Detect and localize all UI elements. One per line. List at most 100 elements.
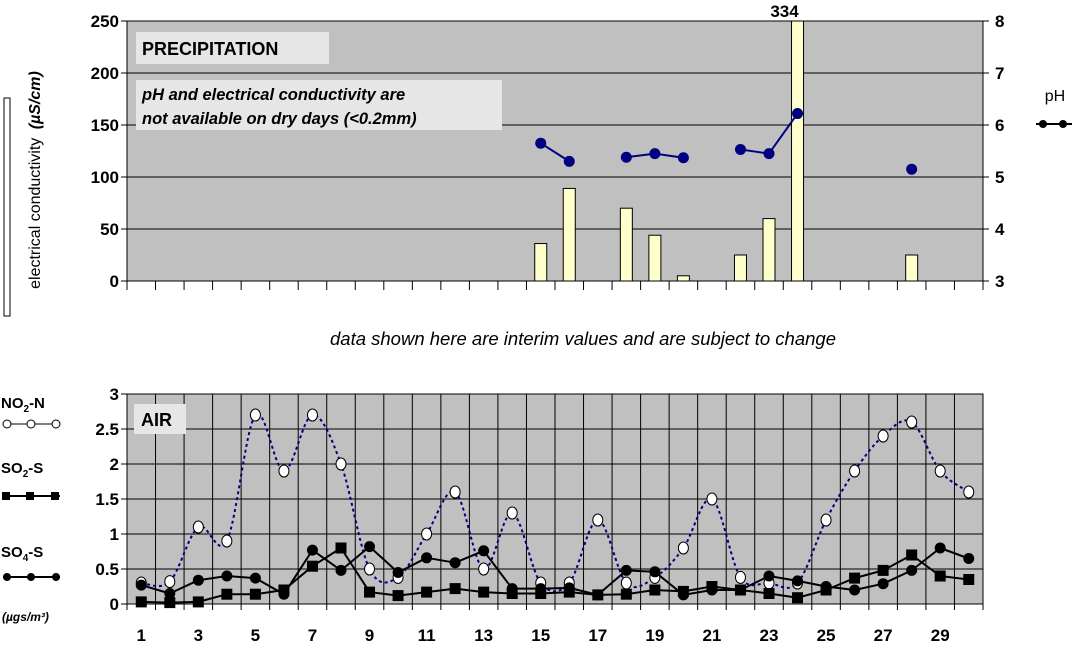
so2-point — [449, 583, 461, 595]
no2-point — [906, 415, 918, 429]
conductivity-bar — [762, 218, 776, 282]
so4-point — [364, 541, 376, 553]
ph-legend-icon — [1036, 120, 1072, 128]
air-y-tick-label: 2 — [110, 455, 119, 474]
interim-values-note: data shown here are interim values and a… — [330, 328, 836, 349]
so2-point — [421, 586, 433, 598]
air-legend: NO2-N SO2-S SO4-S — [1, 395, 61, 624]
so4-point — [164, 588, 176, 599]
precipitation-label: PRECIPITATION — [142, 39, 278, 59]
so4-point — [677, 589, 689, 601]
precipitation-panel: 0 50 100 150 200 250 3 4 5 6 7 8 334 PRECIPITATION… — [3, 2, 1072, 317]
no2-point — [934, 464, 946, 478]
air-panel: 00.511.522.53 1 3 5 7 9 11 13 15 17 19 21 23 25 27 29 … — [1, 385, 984, 645]
no2-point — [278, 464, 290, 478]
so4-point — [535, 583, 547, 595]
air-x-tick-label: 1 — [137, 626, 146, 645]
so4-line-segment — [283, 549, 314, 595]
air-y-tick-label: 0.5 — [95, 560, 119, 579]
dry-days-note-line-2: not available on dry days (<0.2mm) — [142, 110, 417, 128]
so2-point — [792, 592, 804, 604]
legend-so2-label: SO2-S — [1, 460, 43, 480]
so2-point — [849, 572, 861, 584]
so4-series — [135, 541, 975, 601]
so4-point — [221, 570, 233, 582]
conductivity-tick-label: 0 — [110, 272, 119, 291]
no2-point — [677, 541, 689, 555]
no2-point — [192, 520, 204, 534]
legend-so4-label: SO4-S — [1, 544, 43, 564]
conductivity-axis-ticks: 0 50 100 150 200 250 — [91, 12, 127, 291]
so4-point — [649, 566, 661, 578]
conductivity-bar — [648, 234, 662, 282]
legend-no2-label: NO2-N — [1, 395, 45, 415]
conductivity-bar — [733, 254, 747, 282]
conductivity-axis-label: electrical conductivity (µS/cm) — [27, 71, 44, 289]
no2-point — [963, 485, 975, 499]
so4-point — [563, 582, 575, 594]
no2-point — [620, 576, 632, 590]
so4-point — [506, 583, 518, 595]
so4-point — [278, 588, 290, 600]
so4-point — [449, 557, 461, 569]
air-x-tick-label: 27 — [874, 626, 893, 645]
so4-point — [135, 579, 147, 591]
conductivity-bar — [791, 20, 805, 282]
no2-point — [421, 527, 433, 541]
air-unit-label: (µgs/m³) — [2, 610, 49, 624]
so4-line-segment — [311, 549, 342, 572]
no2-point — [221, 534, 233, 548]
ph-point — [535, 137, 547, 149]
conductivity-tick-label: 150 — [91, 116, 119, 135]
ph-point — [906, 163, 918, 175]
so2-point — [221, 588, 233, 600]
so2-point — [135, 596, 147, 608]
so4-point — [906, 564, 918, 576]
so2-point — [877, 564, 889, 576]
so2-point — [164, 597, 176, 609]
so4-point — [877, 578, 889, 590]
so2-point — [906, 549, 918, 561]
so2-point — [963, 574, 975, 585]
air-y-ticks: 0 0.5 1 1.5 2 2.5 3 — [95, 385, 127, 614]
conductivity-bar — [905, 254, 919, 282]
conductivity-bars — [534, 20, 919, 282]
so2-point — [306, 560, 318, 572]
no2-point — [820, 513, 832, 527]
so2-point — [763, 588, 775, 599]
air-grid — [127, 394, 983, 604]
ph-point — [620, 151, 632, 163]
no2-point — [335, 457, 347, 471]
no2-point — [877, 429, 889, 443]
so2-point — [934, 570, 946, 582]
so2-line-segment — [340, 547, 371, 593]
conductivity-legend-swatch — [3, 97, 11, 317]
conductivity-bar — [534, 243, 548, 282]
so4-point — [592, 589, 604, 601]
so4-point — [392, 567, 404, 578]
so4-point — [734, 584, 746, 596]
air-label: AIR — [141, 410, 172, 430]
so4-point — [849, 584, 861, 596]
so4-point — [421, 552, 433, 564]
ph-point — [677, 152, 689, 164]
conductivity-tick-label: 200 — [91, 64, 119, 83]
ph-point — [563, 155, 575, 167]
precipitation-x-ticks — [126, 281, 984, 290]
so4-point — [192, 574, 204, 586]
so4-point — [792, 575, 804, 587]
bar-data-label: 334 — [770, 2, 799, 21]
conductivity-tick-label: 100 — [91, 168, 119, 187]
conductivity-bar — [676, 275, 690, 282]
air-y-tick-label: 0 — [110, 595, 119, 614]
so2-point — [478, 586, 490, 598]
so4-point — [934, 542, 946, 554]
so4-line-segment — [368, 545, 399, 574]
no2-point — [306, 408, 318, 422]
so4-point — [620, 564, 632, 576]
legend-so4-icon — [3, 573, 60, 581]
so2-point — [364, 586, 376, 598]
conductivity-axis-label-text: electrical conductivity — [27, 138, 44, 289]
air-x-tick-label: 11 — [418, 626, 436, 645]
